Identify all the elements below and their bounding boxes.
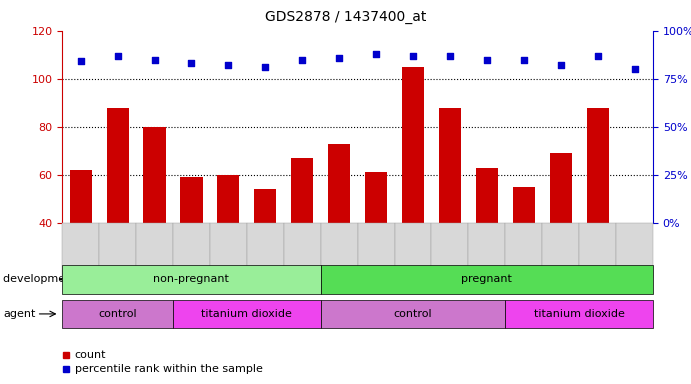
Bar (513, 187, 535, 223)
Point (223, 62, 234, 68)
Text: control: control (98, 309, 137, 319)
Bar (549, 153, 571, 223)
Point (75, 58, 86, 65)
Bar (328, 144, 350, 223)
Bar (180, 177, 202, 223)
Text: percentile rank within the sample: percentile rank within the sample (75, 364, 263, 374)
Bar (217, 175, 239, 223)
Text: development stage: development stage (3, 274, 111, 285)
Point (112, 53, 123, 59)
Bar (439, 108, 461, 223)
Point (592, 53, 603, 59)
Bar (475, 167, 498, 223)
Text: titanium dioxide: titanium dioxide (533, 309, 625, 319)
Text: agent: agent (3, 309, 36, 319)
Point (370, 51, 381, 57)
Text: count: count (75, 350, 106, 360)
Point (260, 64, 271, 70)
Bar (144, 127, 166, 223)
Point (334, 55, 345, 61)
Text: non-pregnant: non-pregnant (153, 274, 229, 285)
Point (629, 66, 640, 72)
Bar (291, 158, 313, 223)
Point (408, 53, 419, 59)
Text: GDS2878 / 1437400_at: GDS2878 / 1437400_at (265, 10, 426, 23)
Point (296, 56, 307, 63)
Bar (402, 67, 424, 223)
Bar (587, 108, 609, 223)
Bar (106, 108, 129, 223)
Point (555, 62, 566, 68)
Point (444, 53, 455, 59)
Bar (70, 170, 92, 223)
Point (482, 56, 493, 63)
Text: pregnant: pregnant (462, 274, 512, 285)
Bar (254, 189, 276, 223)
Bar (365, 172, 387, 223)
Point (186, 60, 197, 66)
Text: titanium dioxide: titanium dioxide (201, 309, 292, 319)
Point (518, 56, 529, 63)
Text: control: control (394, 309, 433, 319)
Point (149, 56, 160, 63)
